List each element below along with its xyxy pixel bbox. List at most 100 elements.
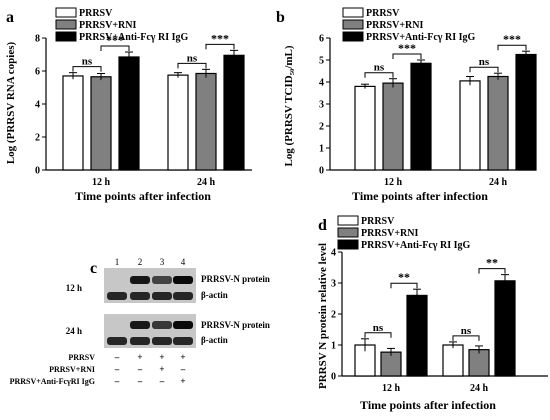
legend-swatch-rni: [337, 227, 359, 238]
y-tick-label: 5: [319, 56, 324, 67]
lane-number: 3: [160, 257, 165, 267]
legend-label-prrsv: PRRSV: [361, 216, 395, 227]
blot-band-n-protein: [152, 321, 172, 329]
y-tick-label: 6: [319, 34, 324, 45]
treatment-sign: –: [114, 376, 120, 386]
significance-label: ***: [503, 32, 521, 46]
blot-band-actin: [152, 292, 172, 300]
blot-label-n-protein-24h: PRRSV-N protein: [201, 320, 270, 330]
significance-label: ns: [374, 62, 385, 74]
bar: [223, 54, 245, 171]
y-tick-label: 1: [319, 144, 324, 155]
blot-label-n-protein-12h: PRRSV-N protein: [201, 274, 270, 284]
y-tick-label: 3: [331, 279, 336, 290]
bar: [515, 53, 537, 171]
legend-swatch-anti: [55, 31, 77, 42]
treatment-sign: –: [137, 364, 143, 374]
bar: [90, 76, 112, 171]
legend-label-prrsv: PRRSV: [79, 8, 113, 19]
y-tick-label: 1: [331, 341, 336, 352]
significance-label: ***: [398, 41, 416, 55]
significance-label: ns: [479, 56, 490, 68]
blot-band-actin: [107, 337, 127, 345]
bar: [442, 344, 464, 377]
legend-swatch-rni: [342, 19, 364, 30]
y-tick-label: 2: [35, 133, 40, 144]
significance-bracket: [364, 332, 392, 338]
significance-bracket: [364, 72, 394, 78]
x-tick-label: 12 h: [384, 177, 403, 188]
treatment-sign: –: [180, 364, 186, 374]
blot-time-label-24h: 24 h: [66, 326, 82, 336]
legend-label-rni: PRRSV+RNI: [361, 228, 418, 239]
significance-bracket: [205, 43, 235, 50]
legend-label-rni: PRRSV+RNI: [366, 20, 423, 31]
y-axis-title-d: PRRSV N protein relative level: [317, 243, 329, 389]
bar: [459, 80, 481, 171]
y-tick-label: 0: [35, 166, 40, 177]
blot-label-actin-12h: β-actin: [201, 290, 228, 300]
treatment-label-prrsv: PRRSV: [68, 353, 95, 362]
treatment-sign: +: [159, 352, 164, 362]
panel-letter-c: c: [90, 260, 97, 277]
blot-label-actin-24h: β-actin: [201, 335, 228, 345]
blot-band-actin: [173, 292, 193, 300]
x-tick-label: 24 h: [197, 177, 216, 188]
significance-bracket: [452, 335, 480, 341]
blot-band-n-protein: [152, 276, 172, 284]
legend-swatch-anti: [342, 31, 364, 42]
y-tick-label: 6: [35, 67, 40, 78]
treatment-sign: +: [137, 352, 142, 362]
bar: [410, 62, 432, 171]
y-tick-label: 2: [319, 122, 324, 133]
significance-label: **: [486, 256, 498, 270]
legend-swatch-prrsv: [342, 7, 364, 18]
bar: [494, 280, 516, 377]
y-tick-label: 2: [331, 310, 336, 321]
treatment-sign: +: [180, 376, 185, 386]
x-tick-label: 24 h: [489, 177, 508, 188]
legend-label-anti: PRRSV+Anti-Fcγ RI IgG: [361, 240, 470, 251]
chart-panel-a: PRRSV PRRSV+RNI PRRSV+Anti-Fcγ RI IgG Ti…: [5, 7, 211, 203]
significance-bracket: [497, 44, 527, 51]
legend-label-anti: PRRSV+Anti-Fcγ RI IgG: [366, 32, 475, 43]
treatment-sign: –: [114, 364, 120, 374]
bar: [354, 85, 376, 171]
treatment-label-anti: PRRSV+Anti-FcγRI IgG: [10, 377, 95, 386]
lane-number: 1: [115, 257, 120, 267]
legend-swatch-prrsv: [337, 215, 359, 226]
treatment-sign: +: [159, 364, 164, 374]
legend-label-anti: PRRSV+Anti-Fcγ RI IgG: [79, 32, 188, 43]
significance-label: ns: [187, 52, 198, 64]
western-blot-panel-c: 1 2 3 4 12 h PRRSV-N protein β-actin 24 …: [10, 257, 270, 386]
y-tick-label: 4: [319, 78, 324, 89]
chart-panel-d: PRRSV PRRSV+RNI PRRSV+Anti-Fcγ RI IgG Ti…: [317, 215, 496, 412]
lane-number: 2: [138, 257, 143, 267]
treatment-sign: –: [159, 376, 165, 386]
legend-swatch-rni: [55, 19, 77, 30]
x-tick-label: 12 h: [382, 383, 401, 394]
significance-label: **: [398, 270, 410, 284]
blot-time-label-12h: 12 h: [66, 283, 82, 293]
x-tick-label: 24 h: [470, 383, 489, 394]
y-tick-label: 3: [319, 100, 324, 111]
treatment-sign: +: [180, 352, 185, 362]
treatment-sign: –: [137, 376, 143, 386]
blot-band-actin: [130, 337, 150, 345]
blot-band-n-protein: [130, 321, 150, 329]
blot-band-n-protein: [173, 276, 193, 284]
legend-label-prrsv: PRRSV: [366, 8, 400, 19]
bar: [406, 294, 428, 377]
significance-bracket: [469, 66, 499, 73]
significance-label: ***: [211, 31, 229, 45]
panel-letter-d: d: [318, 217, 327, 234]
significance-bracket: [100, 45, 130, 52]
y-axis-title-a: Log (PRRSV RNA copies): [5, 42, 17, 165]
significance-label: ns: [461, 325, 472, 337]
panel-letter-b: b: [276, 9, 285, 26]
y-tick-label: 8: [35, 34, 40, 45]
bar: [195, 72, 217, 171]
blot-band-n-protein: [130, 276, 150, 284]
y-tick-label: 0: [319, 166, 324, 177]
significance-bracket: [392, 53, 422, 59]
